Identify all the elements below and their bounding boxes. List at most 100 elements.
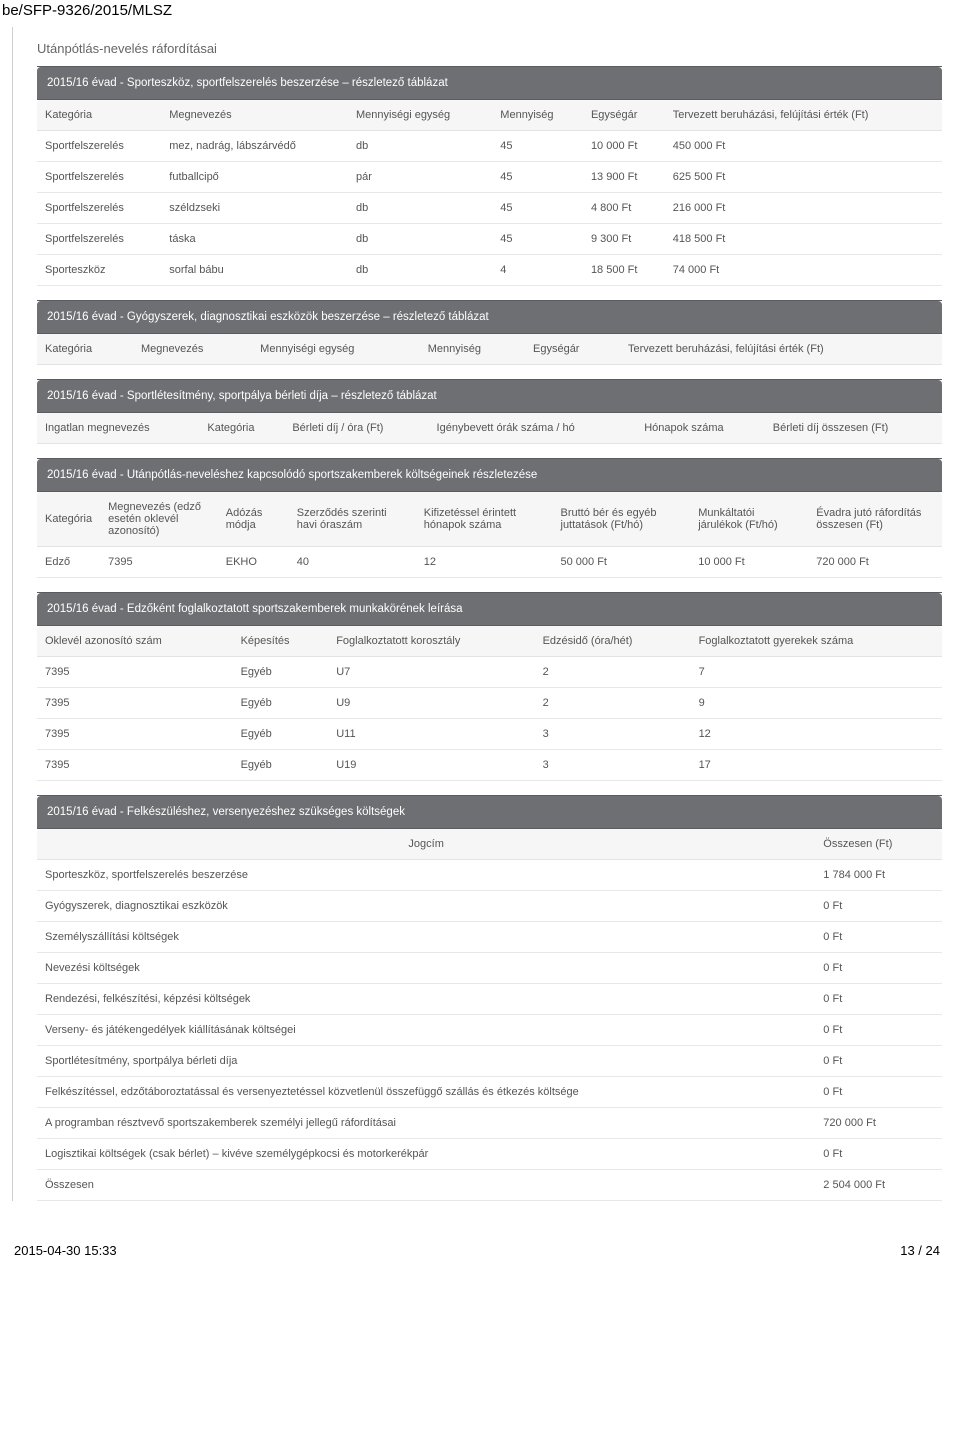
- table-cell: 625 500 Ft: [665, 162, 942, 193]
- table-cell: 45: [492, 131, 583, 162]
- document-id: be/SFP-9326/2015/MLSZ: [0, 0, 960, 27]
- col-header: Bérleti díj / óra (Ft): [284, 413, 428, 444]
- table-row: Sporteszközsorfal bábudb418 500 Ft74 000…: [37, 255, 942, 286]
- col-header: Munkáltatói járulékok (Ft/hó): [690, 492, 808, 547]
- table-cell: db: [348, 224, 492, 255]
- table-cell: Összesen: [37, 1170, 815, 1201]
- footer-page-number: 13 / 24: [900, 1243, 940, 1258]
- table-cell: Rendezési, felkészítési, képzési költség…: [37, 984, 815, 1015]
- table-cell: 7395: [37, 719, 233, 750]
- table-row: Személyszállítási költségek0 Ft: [37, 922, 942, 953]
- table-cell: futballcipő: [161, 162, 348, 193]
- table-cell: sorfal bábu: [161, 255, 348, 286]
- table-cell: 0 Ft: [815, 1046, 942, 1077]
- col-header: Egységár: [583, 100, 665, 131]
- table-cell: 720 000 Ft: [815, 1108, 942, 1139]
- table-cell: Verseny- és játékengedélyek kiállításána…: [37, 1015, 815, 1046]
- col-header: Ingatlan megnevezés: [37, 413, 199, 444]
- table-row: Sportfelszereléstáskadb459 300 Ft418 500…: [37, 224, 942, 255]
- table-cell: Sporteszköz, sportfelszerelés beszerzése: [37, 860, 815, 891]
- table-cell: 17: [691, 750, 942, 781]
- table-cell: 0 Ft: [815, 1015, 942, 1046]
- table-cell: Személyszállítási költségek: [37, 922, 815, 953]
- table-cell: Edző: [37, 547, 100, 578]
- col-header: Kategória: [37, 492, 100, 547]
- table-cell: 7: [691, 657, 942, 688]
- footer-date: 2015-04-30 15:33: [14, 1243, 117, 1258]
- table-cell: Sportfelszerelés: [37, 224, 161, 255]
- col-header: Megnevezés: [133, 334, 252, 365]
- table-row: A programban résztvevő sportszakemberek …: [37, 1108, 942, 1139]
- table-title: 2015/16 évad - Sportlétesítmény, sportpá…: [37, 380, 942, 413]
- table-cell: mez, nadrág, lábszárvédő: [161, 131, 348, 162]
- table-row: Sportlétesítmény, sportpálya bérleti díj…: [37, 1046, 942, 1077]
- table-cell: Sportfelszerelés: [37, 162, 161, 193]
- table-cell: 7395: [37, 750, 233, 781]
- table-cell: 0 Ft: [815, 891, 942, 922]
- col-header: Bruttó bér és egyéb juttatások (Ft/hó): [553, 492, 691, 547]
- table-cell: Sportlétesítmény, sportpálya bérleti díj…: [37, 1046, 815, 1077]
- table-cell: 4: [492, 255, 583, 286]
- table-cell: U19: [328, 750, 534, 781]
- table-cell: 2: [535, 688, 691, 719]
- col-header: Adózás módja: [218, 492, 289, 547]
- table-cell: db: [348, 131, 492, 162]
- table-cell: A programban résztvevő sportszakemberek …: [37, 1108, 815, 1139]
- table-cell: 45: [492, 162, 583, 193]
- table-row: 7395EgyébU929: [37, 688, 942, 719]
- table-row: Edző7395EKHO401250 000 Ft10 000 Ft720 00…: [37, 547, 942, 578]
- table-row: Verseny- és játékengedélyek kiállításána…: [37, 1015, 942, 1046]
- col-header: Megnevezés: [161, 100, 348, 131]
- table-cell: 0 Ft: [815, 922, 942, 953]
- table-cell: 0 Ft: [815, 1077, 942, 1108]
- table-title: 2015/16 évad - Gyógyszerek, diagnosztika…: [37, 301, 942, 334]
- table-cell: 9 300 Ft: [583, 224, 665, 255]
- col-header: Képesítés: [233, 626, 329, 657]
- table-row: 7395EgyébU727: [37, 657, 942, 688]
- col-header: Szerződés szerinti havi óraszám: [289, 492, 416, 547]
- table-cell: 18 500 Ft: [583, 255, 665, 286]
- table-cell: 418 500 Ft: [665, 224, 942, 255]
- table-cell: Egyéb: [233, 750, 329, 781]
- coach-roles-table: 2015/16 évad - Edzőként foglalkoztatott …: [37, 592, 942, 781]
- table-cell: 720 000 Ft: [808, 547, 942, 578]
- col-header: Kategória: [37, 334, 133, 365]
- col-header: Egységár: [525, 334, 620, 365]
- table-row: Rendezési, felkészítési, képzési költség…: [37, 984, 942, 1015]
- table-cell: 12: [691, 719, 942, 750]
- col-header: Mennyiség: [420, 334, 525, 365]
- staff-costs-table: 2015/16 évad - Utánpótlás-neveléshez kap…: [37, 458, 942, 578]
- col-header: Foglalkoztatott gyerekek száma: [691, 626, 942, 657]
- table-cell: 0 Ft: [815, 1139, 942, 1170]
- table-cell: db: [348, 193, 492, 224]
- table-cell: 13 900 Ft: [583, 162, 665, 193]
- col-header: Hónapok száma: [636, 413, 765, 444]
- table-cell: Sportfelszerelés: [37, 131, 161, 162]
- table-row: Logisztikai költségek (csak bérlet) – ki…: [37, 1139, 942, 1170]
- table-title: 2015/16 évad - Edzőként foglalkoztatott …: [37, 593, 942, 626]
- table-cell: 10 000 Ft: [583, 131, 665, 162]
- table-cell: U11: [328, 719, 534, 750]
- table-cell: Nevezési költségek: [37, 953, 815, 984]
- table-cell: 0 Ft: [815, 953, 942, 984]
- table-row: 7395EgyébU19317: [37, 750, 942, 781]
- col-header: Kifizetéssel érintett hónapok száma: [416, 492, 553, 547]
- table-cell: 4 800 Ft: [583, 193, 665, 224]
- col-header: Évadra jutó ráfordítás összesen (Ft): [808, 492, 942, 547]
- table-cell: 1 784 000 Ft: [815, 860, 942, 891]
- table-cell: Sportfelszerelés: [37, 193, 161, 224]
- col-header: Mennyiség: [492, 100, 583, 131]
- table-cell: 9: [691, 688, 942, 719]
- col-header: Mennyiségi egység: [348, 100, 492, 131]
- table-cell: db: [348, 255, 492, 286]
- table-row: Felkészítéssel, edzőtáboroztatással és v…: [37, 1077, 942, 1108]
- table-cell: 450 000 Ft: [665, 131, 942, 162]
- col-header: Összesen (Ft): [815, 829, 942, 860]
- col-header: Kategória: [199, 413, 284, 444]
- table-cell: 3: [535, 719, 691, 750]
- table-title: 2015/16 évad - Utánpótlás-neveléshez kap…: [37, 459, 942, 492]
- col-header: Mennyiségi egység: [252, 334, 420, 365]
- table-row: Nevezési költségek0 Ft: [37, 953, 942, 984]
- table-cell: 7395: [37, 688, 233, 719]
- competition-costs-table: 2015/16 évad - Felkészüléshez, versenyez…: [37, 795, 942, 1201]
